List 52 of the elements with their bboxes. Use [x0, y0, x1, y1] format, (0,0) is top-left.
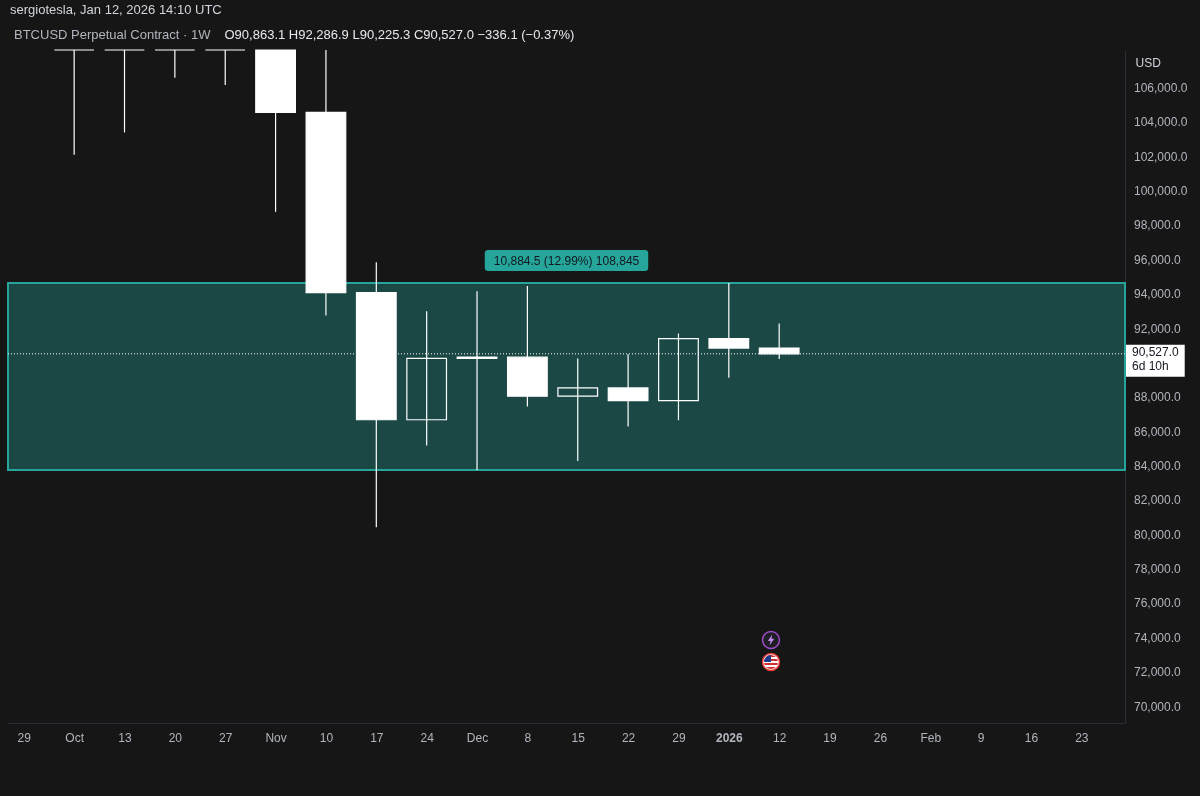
y-tick-label: 70,000.0 [1134, 699, 1182, 714]
x-tick-label: 16 [1024, 730, 1039, 745]
x-tick-label: 8 [524, 730, 532, 745]
x-tick-label: 29 [17, 730, 32, 745]
y-tick-label: 102,000.0 [1134, 149, 1188, 164]
candlestick [204, 49, 246, 86]
x-tick-label: Oct [65, 730, 85, 745]
y-tick-label: 104,000.0 [1134, 115, 1188, 130]
x-tick-label: 10 [319, 730, 334, 745]
chart-subtitle: O90,863.1 H92,286.9 L90,225.3 C90,527.0 −336.1 (−0.37%) [224, 27, 575, 42]
y-tick-label: 72,000.0 [1134, 665, 1182, 680]
x-tick-label: 27 [219, 730, 233, 745]
y-tick-label: 76,000.0 [1134, 596, 1182, 611]
candlestick [53, 49, 95, 156]
y-tick-label: 80,000.0 [1134, 527, 1182, 542]
x-tick-label: 26 [873, 730, 888, 745]
x-tick-label: 19 [823, 730, 838, 745]
x-tick-label: Feb [920, 730, 942, 745]
y-tick-label: 100,000.0 [1134, 184, 1188, 199]
y-tick-label: 88,000.0 [1134, 390, 1182, 405]
text: sergiotesla, Jan 12, 2026 14:10 UTC [10, 2, 222, 17]
x-tick-label: 22 [621, 730, 636, 745]
x-tick-label: 17 [370, 730, 384, 745]
candlestick [154, 49, 196, 79]
y-tick-label: 82,000.0 [1134, 493, 1182, 508]
x-tick-label: 15 [571, 730, 586, 745]
x-tick-label: Dec [466, 730, 489, 745]
y-tick-label: 94,000.0 [1134, 287, 1182, 302]
candlestick [557, 357, 599, 462]
x-tick-label: 24 [420, 730, 435, 745]
candlestick [104, 49, 145, 134]
ref-line-label: 90,527.0 6d 10h [1132, 344, 1180, 373]
x-tick-label: 13 [118, 730, 132, 745]
y-tick-label: 74,000.0 [1134, 630, 1182, 645]
x-tick-label: 2026 [715, 730, 743, 745]
y-tick-label: 84,000.0 [1134, 458, 1182, 473]
x-tick-label: 23 [1075, 730, 1089, 745]
x-tick-label: Nov [265, 730, 287, 745]
y-tick-label: 96,000.0 [1134, 252, 1182, 267]
y-tick-label: 106,000.0 [1134, 80, 1188, 95]
x-tick-label: 29 [672, 730, 686, 745]
x-tick-label: 12 [773, 730, 787, 745]
y-tick-label: 78,000.0 [1134, 562, 1182, 577]
band-label: 10,884.5 (12.99%) 108,845 [493, 254, 640, 269]
y-tick-label: 92,000.0 [1134, 321, 1182, 336]
candlestick [708, 282, 750, 379]
y-tick-label: 86,000.0 [1134, 424, 1182, 439]
chart-title: BTCUSD Perpetual Contract · 1W [14, 27, 212, 42]
x-tick-label: 9 [977, 730, 985, 745]
x-tick-label: 20 [168, 730, 183, 745]
y-axis-title: USD [1135, 55, 1162, 70]
y-tick-label: 98,000.0 [1134, 218, 1182, 233]
